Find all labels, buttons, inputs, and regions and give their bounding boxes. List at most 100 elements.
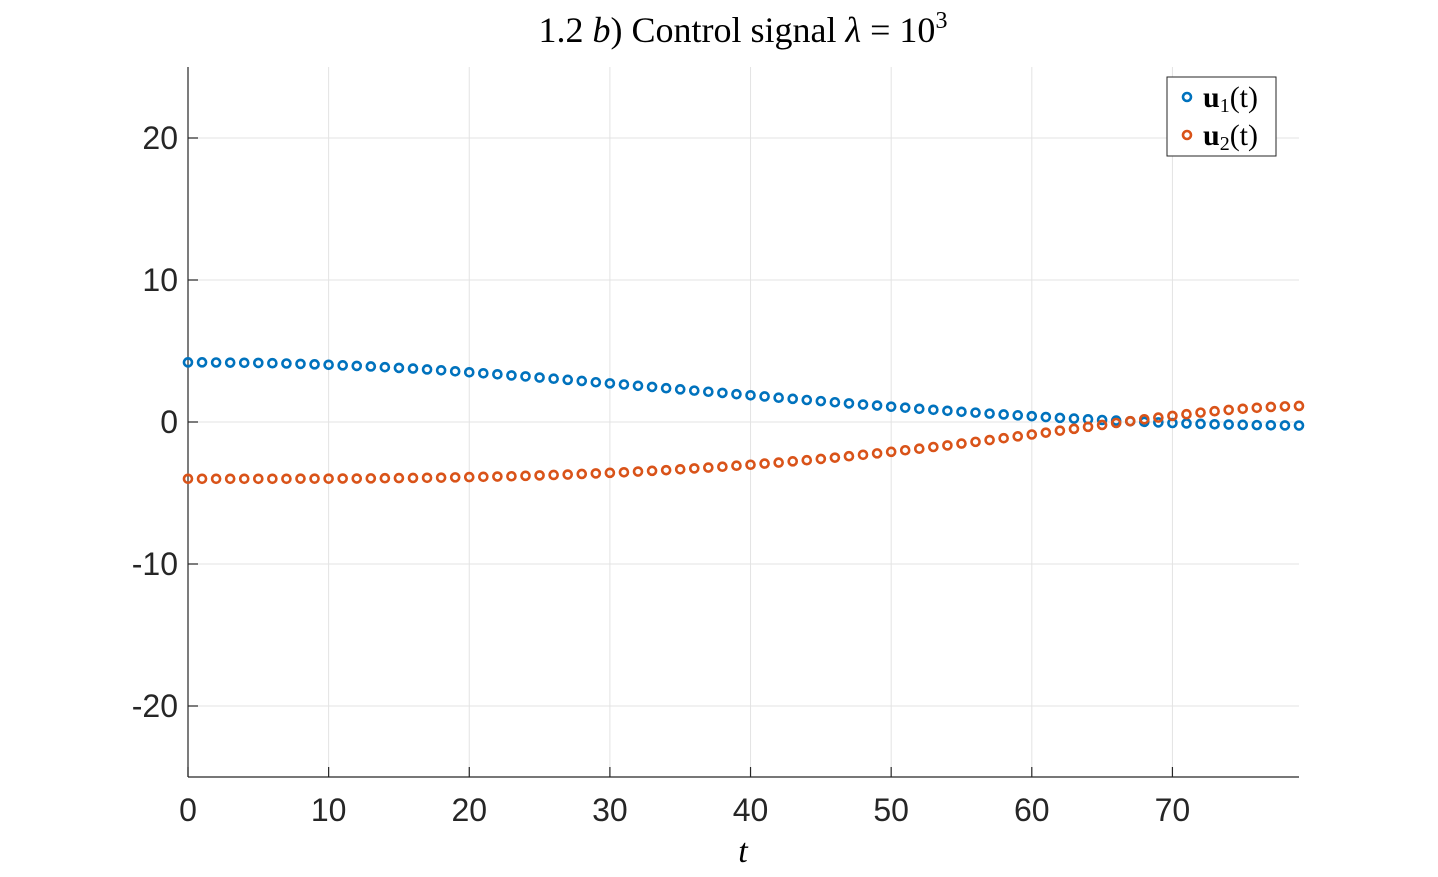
data-point — [463, 366, 475, 378]
grid-lines — [188, 67, 1299, 777]
data-point — [1279, 401, 1291, 412]
data-point — [196, 473, 208, 485]
data-point — [843, 398, 855, 409]
data-point — [1279, 420, 1291, 431]
data-point — [871, 400, 883, 411]
y-tick-label: -20 — [132, 688, 178, 724]
data-point — [815, 453, 827, 465]
legend-box — [1166, 76, 1277, 157]
data-point — [829, 452, 841, 463]
x-tick-label: 30 — [592, 792, 628, 828]
data-point — [224, 357, 236, 368]
data-point — [449, 472, 461, 483]
data-point — [492, 471, 503, 482]
data-point — [1082, 421, 1094, 433]
data-point — [1265, 419, 1277, 431]
data-point — [351, 473, 363, 484]
data-point — [731, 388, 742, 400]
data-point — [421, 364, 433, 375]
y-tick-label: 0 — [160, 404, 178, 440]
x-tick-label: 40 — [733, 792, 769, 828]
data-point — [885, 446, 897, 458]
data-point — [478, 367, 489, 379]
x-tick-label: 10 — [311, 792, 347, 828]
data-point — [970, 407, 981, 418]
data-point — [674, 384, 686, 395]
data-point — [407, 472, 419, 484]
data-point — [534, 372, 545, 383]
data-point — [759, 458, 770, 469]
data-point — [295, 358, 306, 370]
data-point — [899, 402, 911, 413]
data-point — [182, 357, 194, 368]
data-point — [238, 473, 250, 485]
data-point — [1110, 417, 1122, 429]
data-point — [1153, 417, 1164, 428]
data-point — [421, 472, 433, 484]
legend-label-u2: u2(t) — [1203, 119, 1258, 155]
x-tick-label: 20 — [451, 792, 487, 828]
data-point — [843, 450, 855, 462]
data-point — [309, 359, 320, 370]
legend-marker-u2 — [1181, 129, 1193, 141]
data-point — [717, 461, 728, 473]
legend-item-u1: u1(t) — [1181, 81, 1258, 117]
data-point — [1068, 423, 1080, 435]
data-point — [632, 466, 644, 477]
x-tick-label: 70 — [1155, 792, 1191, 828]
data-point — [337, 473, 348, 484]
series-1 — [182, 357, 1305, 431]
data-point — [632, 380, 644, 392]
data-point — [871, 448, 883, 459]
data-point — [1181, 408, 1192, 420]
data-point — [646, 465, 658, 477]
y-tick-label: -10 — [132, 546, 178, 582]
data-point — [660, 382, 672, 394]
data-point — [984, 434, 995, 446]
legend: u1(t) u2(t) — [1166, 76, 1277, 157]
data-point — [1040, 427, 1052, 438]
legend-label-u1: u1(t) — [1203, 81, 1258, 117]
data-point — [928, 441, 939, 453]
data-point — [1054, 425, 1066, 436]
data-point — [210, 357, 222, 368]
data-point — [1096, 414, 1108, 426]
data-point — [379, 361, 391, 373]
plot-area: 0 10 20 30 40 50 60 70 -20 -10 0 10 20 — [132, 67, 1305, 828]
data-point — [1026, 429, 1038, 440]
data-point — [1209, 418, 1220, 430]
data-point — [309, 473, 320, 484]
data-point — [337, 360, 348, 371]
data-point — [1195, 407, 1206, 418]
data-point — [1026, 410, 1038, 422]
data-point — [351, 360, 363, 372]
data-point — [224, 473, 236, 485]
data-point — [562, 469, 574, 480]
data-point — [435, 365, 447, 376]
data-point — [618, 466, 630, 478]
data-point — [787, 393, 799, 405]
data-point — [956, 438, 967, 449]
data-point — [885, 401, 897, 412]
data-point — [703, 462, 714, 473]
data-point — [323, 359, 334, 371]
data-point — [449, 366, 461, 377]
data-point — [1040, 411, 1052, 423]
x-tick-label: 0 — [179, 792, 197, 828]
data-point — [548, 469, 559, 481]
data-point — [1293, 400, 1305, 412]
data-point — [773, 457, 784, 468]
data-point — [463, 471, 475, 483]
data-point — [534, 470, 545, 481]
data-point — [1124, 415, 1136, 427]
data-point — [365, 473, 377, 484]
data-point — [253, 473, 264, 485]
data-point — [478, 471, 489, 483]
data-point — [182, 473, 194, 485]
data-point — [1237, 403, 1249, 415]
data-point — [1167, 410, 1178, 422]
data-point — [407, 363, 419, 374]
data-point — [942, 440, 953, 451]
data-point — [520, 470, 531, 482]
data-point — [660, 464, 672, 476]
